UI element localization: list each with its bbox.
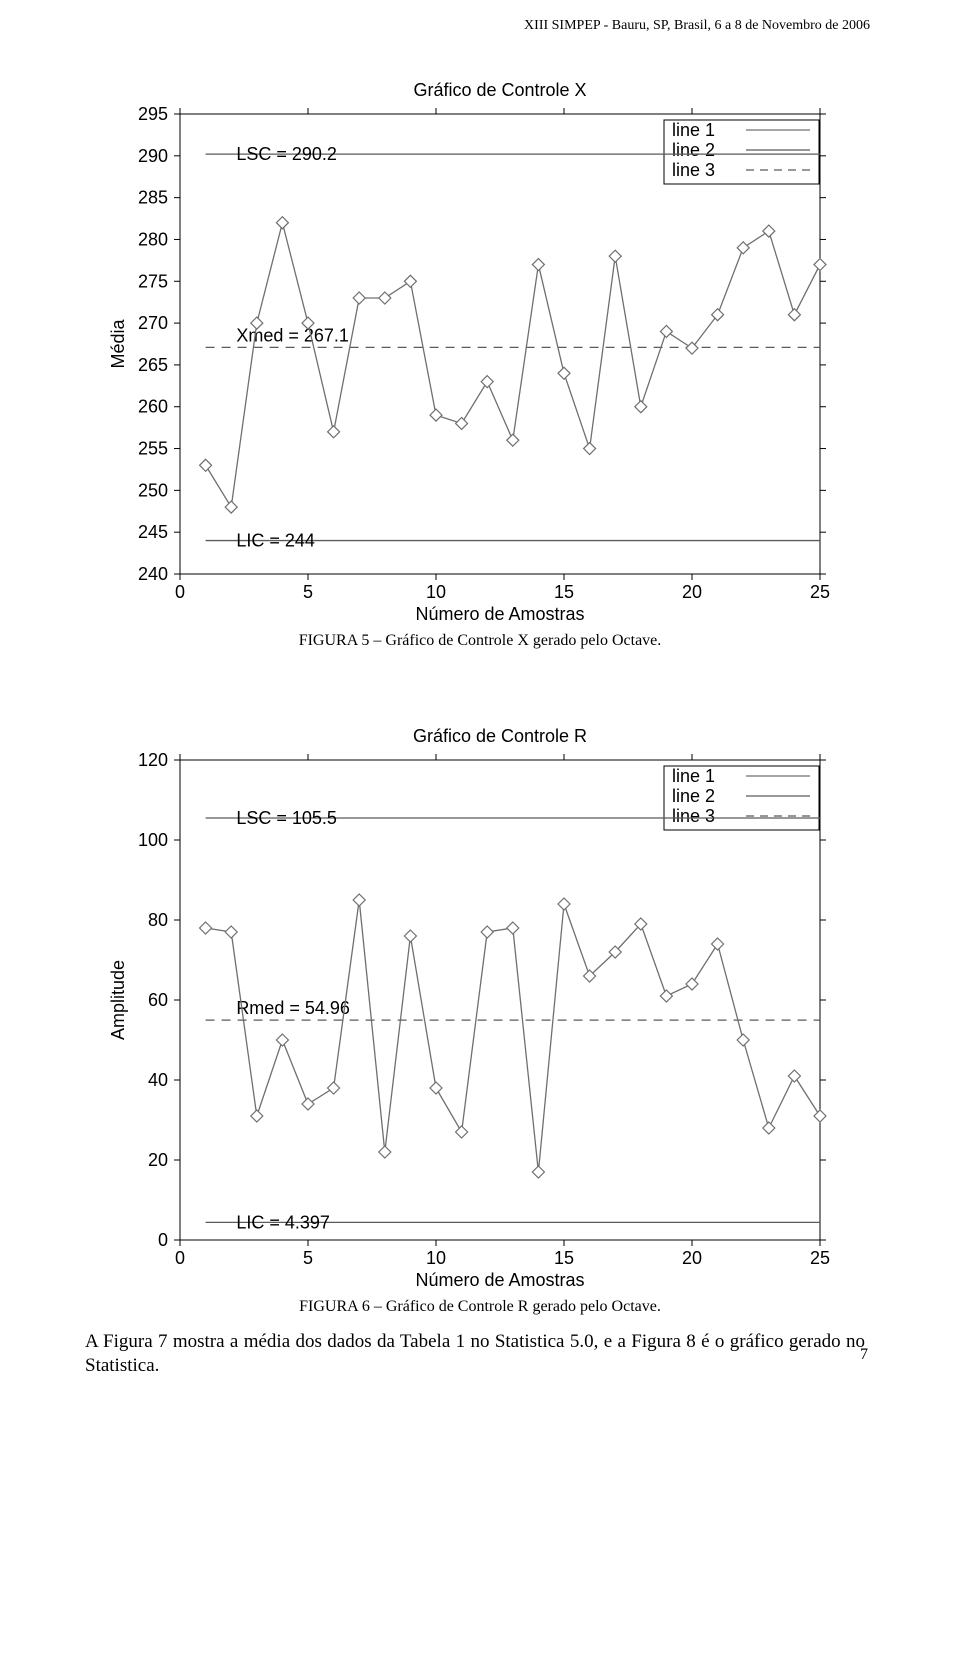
svg-text:20: 20 — [682, 582, 702, 602]
svg-text:10: 10 — [426, 1248, 446, 1268]
chart-x-container: 0 5 10 15 20 25 240 245 250 255 260 265 270 275 280 285… — [80, 64, 880, 650]
svg-text:295: 295 — [138, 104, 168, 124]
figure-6-label: FIGURA 6 – — [299, 1298, 386, 1315]
svg-text:0: 0 — [175, 1248, 185, 1268]
svg-text:245: 245 — [138, 522, 168, 542]
svg-text:280: 280 — [138, 229, 168, 249]
svg-text:line 3: line 3 — [672, 160, 715, 180]
figure-6-caption: FIGURA 6 – Gráfico de Controle R gerado … — [80, 1298, 880, 1316]
svg-text:line 1: line 1 — [672, 120, 715, 140]
svg-text:Gráfico de Controle X: Gráfico de Controle X — [413, 80, 586, 100]
svg-text:260: 260 — [138, 397, 168, 417]
svg-text:80: 80 — [148, 910, 168, 930]
figure-6-text: Gráfico de Controle R gerado pelo Octave… — [386, 1298, 661, 1315]
svg-text:LSC = 105.5: LSC = 105.5 — [236, 808, 337, 828]
svg-text:Xmed = 267.1: Xmed = 267.1 — [236, 325, 349, 345]
svg-text:270: 270 — [138, 313, 168, 333]
svg-text:60: 60 — [148, 990, 168, 1010]
running-header: XIII SIMPEP - Bauru, SP, Brasil, 6 a 8 d… — [0, 0, 960, 34]
svg-text:LSC = 290.2: LSC = 290.2 — [236, 144, 337, 164]
svg-text:Média: Média — [108, 319, 128, 369]
svg-text:265: 265 — [138, 355, 168, 375]
svg-text:15: 15 — [554, 582, 574, 602]
svg-text:15: 15 — [554, 1248, 574, 1268]
page-number: 7 — [860, 1346, 868, 1364]
svg-text:275: 275 — [138, 271, 168, 291]
paragraph-1: A Figura 7 mostra a média dos dados da T… — [85, 1330, 865, 1378]
figure-5-label: FIGURA 5 – — [299, 632, 386, 649]
svg-text:40: 40 — [148, 1070, 168, 1090]
svg-text:Número de Amostras: Número de Amostras — [415, 1270, 584, 1290]
svg-text:Amplitude: Amplitude — [108, 960, 128, 1040]
figure-5-text: Gráfico de Controle X gerado pelo Octave… — [385, 632, 661, 649]
chart-r: 0 5 10 15 20 25 0 20 40 60 80 100 120 Gráfico de Cont… — [80, 710, 880, 1290]
figure-5-caption: FIGURA 5 – Gráfico de Controle X gerado … — [80, 632, 880, 650]
svg-text:120: 120 — [138, 750, 168, 770]
chart-x: 0 5 10 15 20 25 240 245 250 255 260 265 270 275 280 285… — [80, 64, 880, 624]
svg-text:100: 100 — [138, 830, 168, 850]
svg-text:LIC = 4.397: LIC = 4.397 — [236, 1212, 330, 1232]
svg-text:5: 5 — [303, 582, 313, 602]
svg-text:250: 250 — [138, 480, 168, 500]
svg-text:290: 290 — [138, 146, 168, 166]
svg-text:255: 255 — [138, 439, 168, 459]
svg-text:25: 25 — [810, 582, 830, 602]
svg-text:240: 240 — [138, 564, 168, 584]
svg-text:5: 5 — [303, 1248, 313, 1268]
svg-text:0: 0 — [175, 582, 185, 602]
svg-text:line 1: line 1 — [672, 766, 715, 786]
svg-text:Rmed = 54.96: Rmed = 54.96 — [236, 998, 350, 1018]
svg-text:25: 25 — [810, 1248, 830, 1268]
chart-r-container: 0 5 10 15 20 25 0 20 40 60 80 100 120 Gráfico de Cont… — [80, 710, 880, 1316]
svg-text:10: 10 — [426, 582, 446, 602]
svg-text:LIC = 244: LIC = 244 — [236, 531, 315, 551]
svg-text:285: 285 — [138, 188, 168, 208]
svg-text:Gráfico de Controle R: Gráfico de Controle R — [413, 726, 587, 746]
svg-text:line 2: line 2 — [672, 786, 715, 806]
svg-text:20: 20 — [148, 1150, 168, 1170]
svg-text:0: 0 — [158, 1230, 168, 1250]
svg-text:line 2: line 2 — [672, 140, 715, 160]
svg-text:20: 20 — [682, 1248, 702, 1268]
svg-text:line 3: line 3 — [672, 806, 715, 826]
svg-text:Número de Amostras: Número de Amostras — [415, 604, 584, 624]
